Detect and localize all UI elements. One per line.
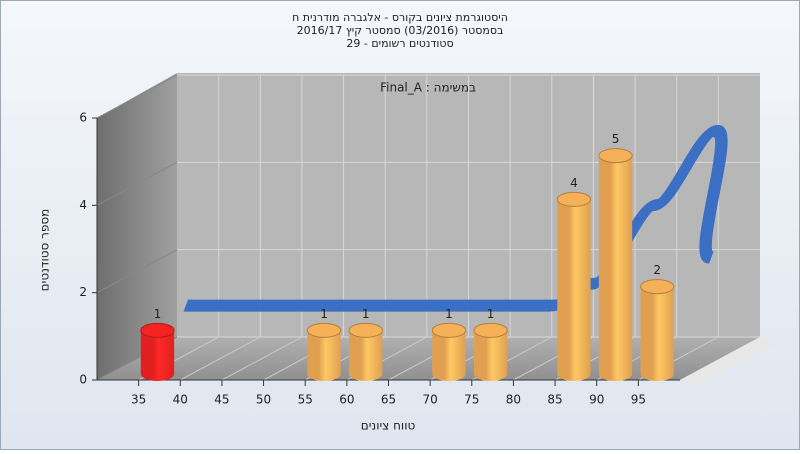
data-label: 1	[445, 307, 453, 321]
x-tick-label: 40	[173, 393, 188, 407]
x-tick-label: 45	[214, 393, 229, 407]
bar	[598, 148, 633, 381]
x-tick-label: 90	[589, 393, 604, 407]
bar-top	[348, 322, 383, 338]
bar-body	[349, 330, 383, 381]
x-tick-label: 75	[464, 393, 479, 407]
data-label: 1	[154, 307, 162, 321]
annotation: במשימה : Final_A	[380, 81, 476, 95]
x-tick-label: 95	[631, 393, 646, 407]
bar-top	[556, 191, 592, 207]
data-label: 5	[612, 132, 620, 146]
left-wall	[97, 73, 177, 380]
bar	[556, 191, 592, 381]
bar-body	[557, 199, 591, 381]
bar-body	[140, 330, 175, 381]
bar-top	[640, 279, 675, 295]
x-tick-label: 35	[131, 393, 146, 407]
y-axis-label: מספר סטודנטים	[38, 209, 52, 292]
data-label: 1	[487, 307, 495, 321]
chart-subtitle: בסמסטר (03/2016) סמסטר קיץ 2016/17	[297, 24, 504, 37]
x-tick-label: 60	[339, 393, 354, 407]
bar-top	[473, 322, 508, 338]
bar	[140, 322, 175, 381]
data-label: 1	[362, 307, 370, 321]
bar-top	[140, 322, 175, 338]
chart-title: היסטוגרמת ציונים בקורס - אלגברה מודרנית …	[292, 11, 508, 24]
chart-subtitle: סטודנטים רשומים - 29	[346, 37, 453, 50]
data-label: 4	[570, 176, 578, 190]
bar	[640, 279, 675, 381]
bar	[348, 322, 383, 381]
bar	[473, 322, 508, 381]
x-tick-label: 50	[256, 393, 271, 407]
y-tick-label: 6	[79, 111, 87, 125]
bar	[306, 322, 342, 381]
bar-body	[640, 286, 674, 381]
x-axis-label: טווח ציונים	[361, 419, 416, 433]
x-tick-label: 65	[381, 393, 396, 407]
bar-body	[307, 330, 341, 381]
x-tick-label: 80	[506, 393, 521, 407]
grid-line	[221, 336, 303, 381]
x-tick-label: 70	[423, 393, 438, 407]
y-tick-label: 4	[79, 198, 87, 212]
bar-top	[306, 322, 342, 338]
data-label: 2	[653, 263, 661, 277]
bar-top	[431, 322, 467, 338]
x-tick-label: 85	[547, 393, 562, 407]
grid-line	[96, 74, 178, 119]
bar-top	[598, 148, 633, 164]
bar	[431, 322, 467, 381]
y-tick-label: 0	[79, 373, 87, 387]
floor-edge	[680, 337, 775, 388]
x-tick-label: 55	[298, 393, 313, 407]
bar-body	[432, 330, 466, 381]
bar-body	[598, 155, 633, 381]
grid-line	[180, 336, 261, 381]
y-tick-label: 2	[79, 285, 87, 299]
grid-line	[96, 161, 178, 206]
bar-body	[473, 330, 508, 381]
grid-line	[96, 249, 178, 294]
data-label: 1	[320, 307, 328, 321]
